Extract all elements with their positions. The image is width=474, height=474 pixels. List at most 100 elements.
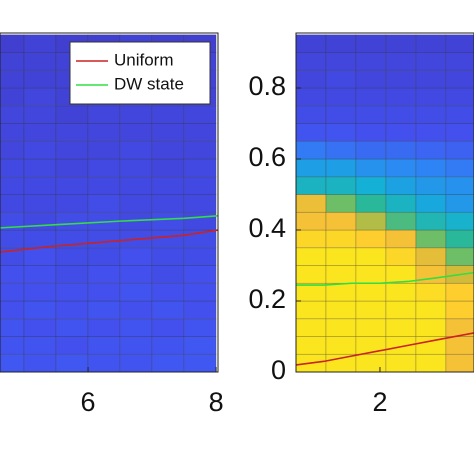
heatmap-cell xyxy=(23,194,57,213)
heatmap-cell xyxy=(23,282,57,302)
legend-label: Uniform xyxy=(114,50,174,69)
heatmap-cell xyxy=(87,140,121,160)
heatmap-cell xyxy=(355,34,387,53)
heatmap-cell xyxy=(385,158,417,178)
heatmap-cell xyxy=(355,353,387,372)
heatmap-cell xyxy=(355,194,387,213)
heatmap-cell xyxy=(0,300,25,320)
heatmap-cell xyxy=(151,158,185,178)
heatmap-cell xyxy=(415,69,447,89)
heatmap-cell xyxy=(87,318,121,337)
heatmap-cell xyxy=(0,265,25,284)
heatmap-cell xyxy=(445,158,474,178)
heatmap-cell xyxy=(296,105,327,124)
heatmap-cell xyxy=(23,229,57,249)
heatmap-cell xyxy=(183,194,217,213)
heatmap-cell xyxy=(415,353,447,372)
heatmap-cell xyxy=(0,69,25,89)
heatmap-cell xyxy=(445,211,474,231)
heatmap-cell xyxy=(325,52,357,71)
heatmap-cell xyxy=(0,87,25,107)
heatmap-cell xyxy=(183,176,217,195)
heatmap-cell xyxy=(355,87,387,107)
heatmap-cell xyxy=(296,158,327,178)
heatmap-cell xyxy=(385,176,417,195)
heatmap-cell xyxy=(296,247,327,266)
heatmap-cell xyxy=(0,52,25,71)
heatmap-cell xyxy=(119,336,153,355)
heatmap-cell xyxy=(355,265,387,284)
heatmap-cell xyxy=(0,336,25,355)
x-tick-label: 8 xyxy=(209,387,224,417)
heatmap-cell xyxy=(355,300,387,320)
heatmap-cell xyxy=(55,265,89,284)
heatmap-cell xyxy=(119,140,153,160)
heatmap-cell xyxy=(87,336,121,355)
heatmap-cell xyxy=(0,229,25,249)
heatmap-cell xyxy=(87,247,121,266)
heatmap-cell xyxy=(151,140,185,160)
heatmap-cell xyxy=(119,353,153,372)
y-tick-label: 0.6 xyxy=(248,142,286,172)
heatmap-cell xyxy=(183,158,217,178)
heatmap-cell xyxy=(183,265,217,284)
heatmap-cell xyxy=(296,52,327,71)
heatmap-cell xyxy=(55,123,89,142)
heatmap-cell xyxy=(23,353,57,372)
heatmap-cell xyxy=(415,34,447,53)
heatmap-cell xyxy=(445,34,474,53)
heatmap-cell xyxy=(183,140,217,160)
heatmap-cell xyxy=(87,229,121,249)
heatmap-cell xyxy=(23,34,57,53)
heatmap-cell xyxy=(355,69,387,89)
heatmap-cell xyxy=(445,176,474,195)
heatmap-cell xyxy=(415,52,447,71)
heatmap-cell xyxy=(385,52,417,71)
heatmap-cell xyxy=(0,123,25,142)
heatmap-cell xyxy=(151,318,185,337)
heatmap-cell xyxy=(385,211,417,231)
heatmap-cell xyxy=(445,247,474,266)
heatmap-cell xyxy=(325,318,357,337)
heatmap-cell xyxy=(119,123,153,142)
y-tick-label: 0.4 xyxy=(248,213,286,243)
heatmap-cell xyxy=(415,123,447,142)
heatmap-cell xyxy=(55,353,89,372)
heatmap-cell xyxy=(325,158,357,178)
heatmap-cell xyxy=(87,158,121,178)
heatmap-cell xyxy=(0,105,25,124)
heatmap-cell xyxy=(445,282,474,302)
heatmap-cell xyxy=(119,265,153,284)
heatmap-cell xyxy=(325,229,357,249)
heatmap-cell xyxy=(23,318,57,337)
legend: Uniform DW state xyxy=(69,41,211,105)
heatmap-cell xyxy=(55,176,89,195)
heatmap-cell xyxy=(415,158,447,178)
heatmap-cell xyxy=(183,105,217,124)
heatmap-cell xyxy=(87,194,121,213)
heatmap-cell xyxy=(0,282,25,302)
y-tick-label: 0 xyxy=(271,355,286,385)
heatmap-cell xyxy=(151,194,185,213)
heatmap-cell xyxy=(445,353,474,372)
heatmap-cell xyxy=(119,176,153,195)
heatmap-cell xyxy=(151,300,185,320)
heatmap-cell xyxy=(151,265,185,284)
line xyxy=(296,271,474,286)
heatmap-cell xyxy=(325,194,357,213)
heatmap-cell xyxy=(55,318,89,337)
heatmap-cell xyxy=(355,336,387,355)
heatmap-cell xyxy=(325,282,357,302)
heatmap-cell xyxy=(296,318,327,337)
heatmap-cell xyxy=(0,176,25,195)
heatmap-cell xyxy=(385,229,417,249)
heatmap-cell xyxy=(296,69,327,89)
heatmap-cell xyxy=(87,105,121,124)
heatmap-cell xyxy=(445,140,474,160)
heatmap-cell xyxy=(355,140,387,160)
heatmap-cell xyxy=(119,105,153,124)
heatmap-cell xyxy=(385,318,417,337)
heatmap-cell xyxy=(325,87,357,107)
heatmap-cell xyxy=(415,247,447,266)
